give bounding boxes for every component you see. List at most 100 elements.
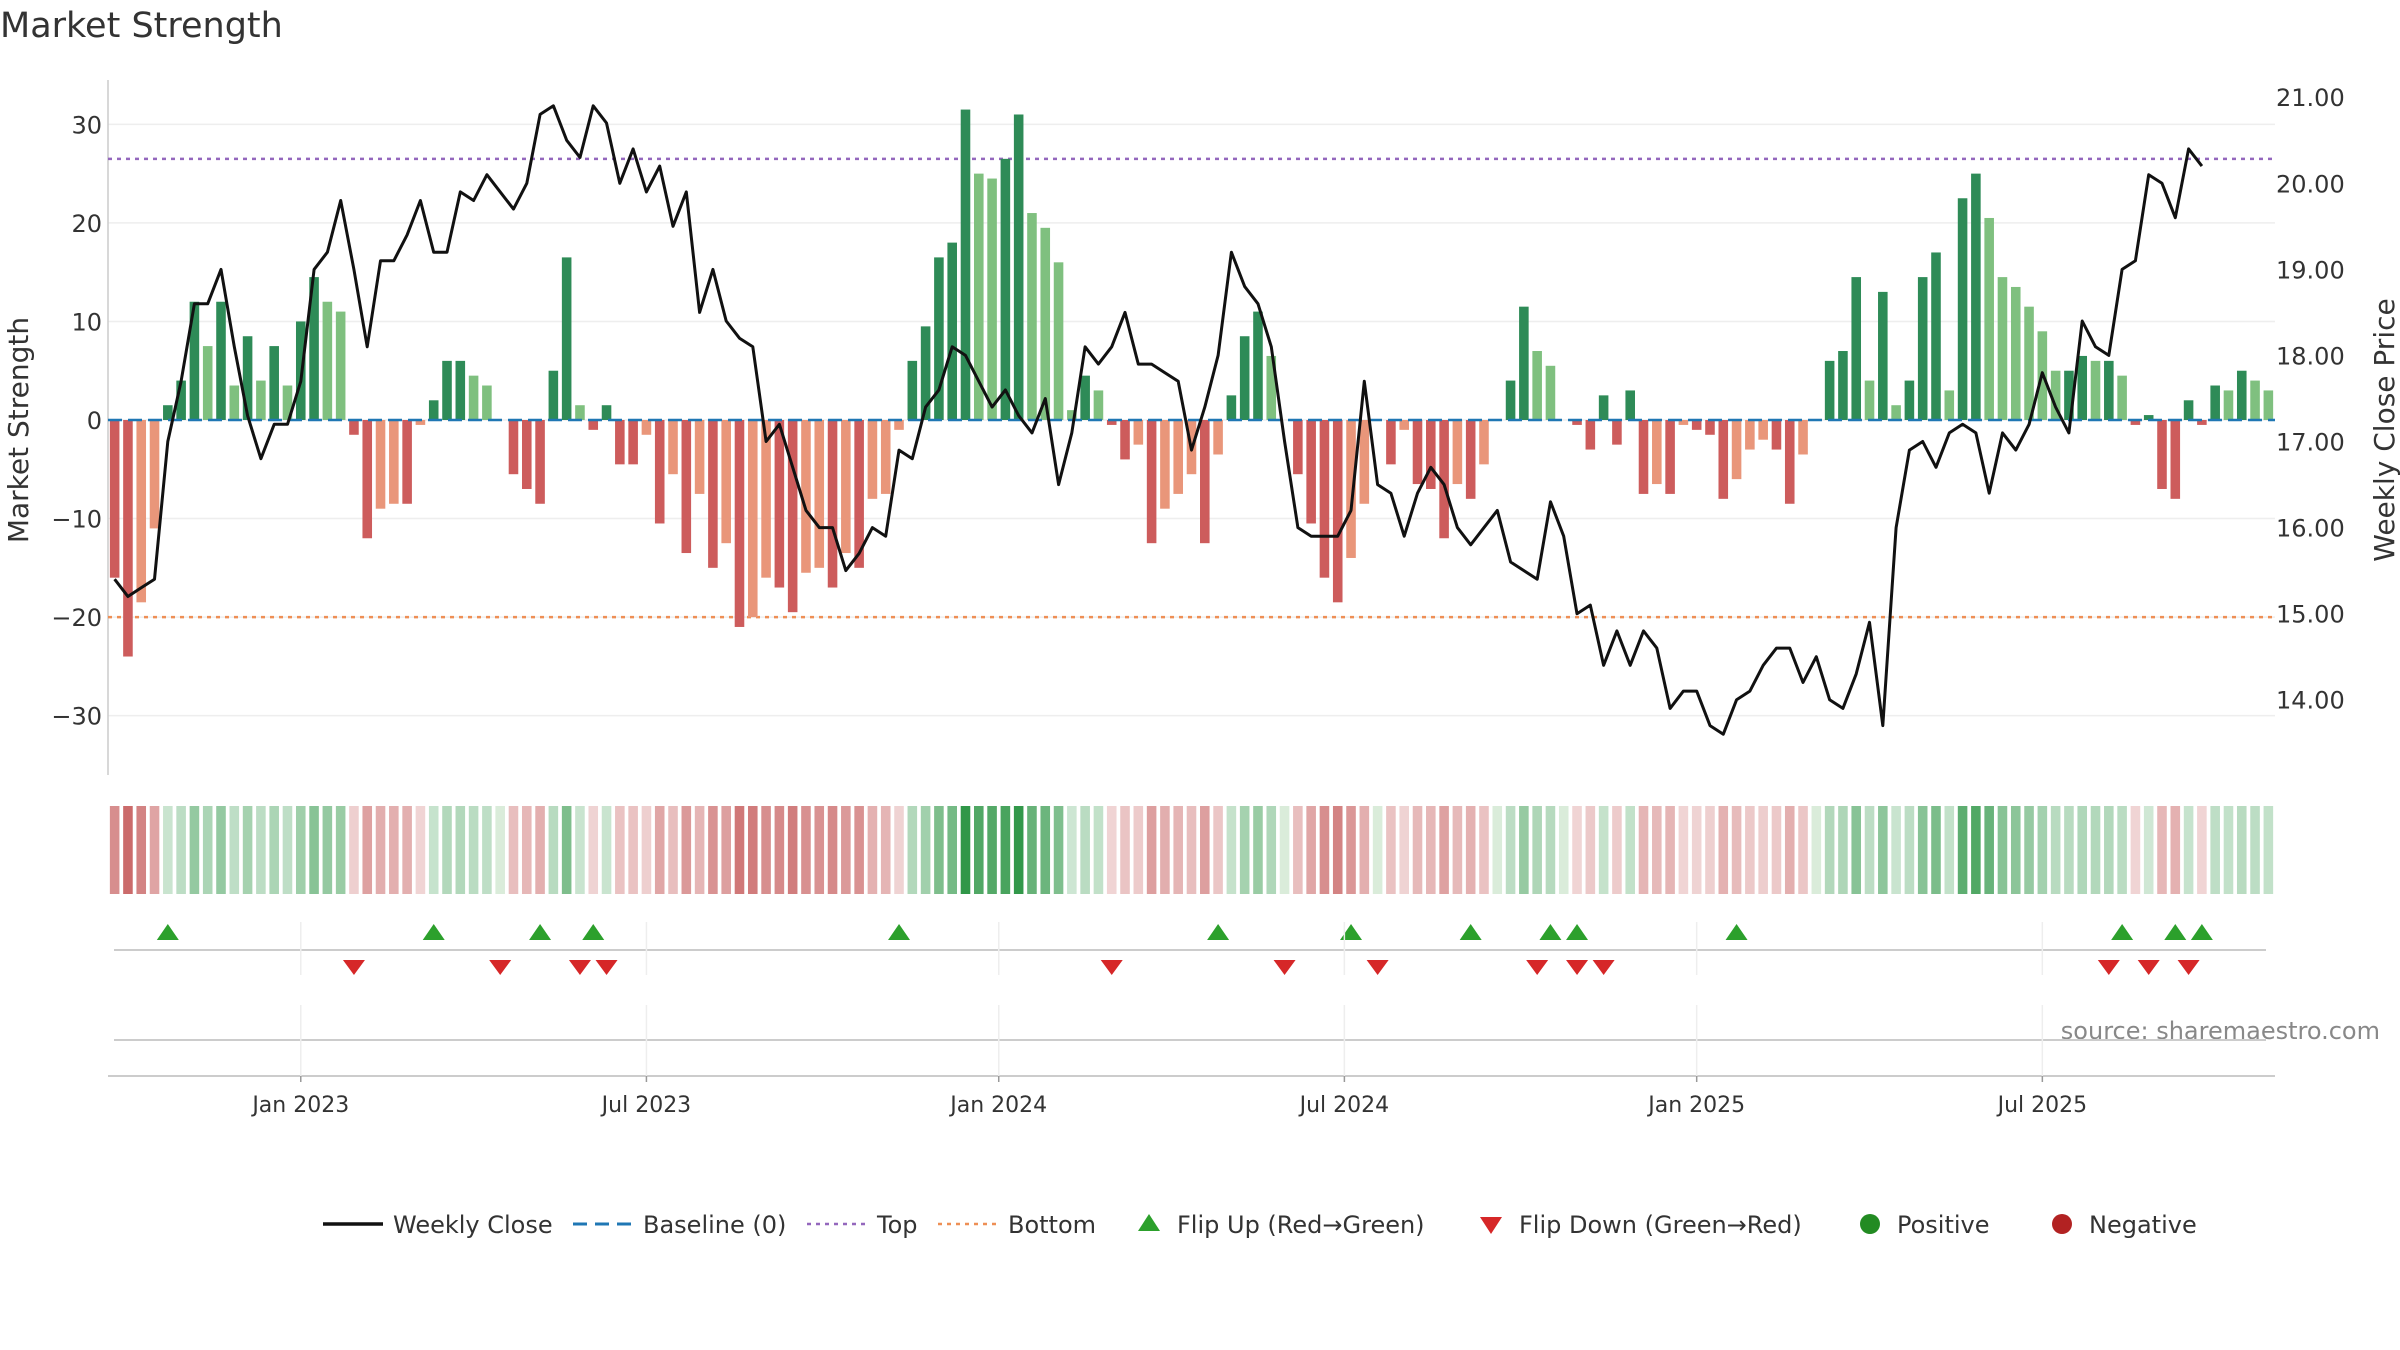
strength-bar bbox=[242, 336, 253, 420]
x-tick-label: Jul 2025 bbox=[1996, 1093, 2088, 1118]
heat-cell bbox=[389, 806, 399, 894]
strength-bar bbox=[1253, 311, 1263, 420]
heat-cell bbox=[1173, 806, 1183, 894]
heat-cell bbox=[1771, 806, 1782, 894]
heat-cell bbox=[1332, 806, 1343, 894]
legend-item-flip-up: Flip Up (Red→Green) bbox=[1138, 1211, 1425, 1239]
flip-down-marker bbox=[1366, 960, 1389, 975]
strength-bar bbox=[974, 173, 984, 420]
heat-cell bbox=[1957, 806, 1968, 894]
heat-cell bbox=[2236, 806, 2247, 894]
heat-cell bbox=[1239, 806, 1250, 894]
strength-bar bbox=[482, 385, 492, 420]
heat-cell bbox=[1053, 806, 1064, 894]
strength-bar bbox=[1120, 420, 1130, 460]
heat-cell bbox=[814, 806, 825, 894]
heat-cell bbox=[1013, 806, 1024, 894]
strength-bar bbox=[1293, 420, 1303, 475]
heat-cell bbox=[1226, 806, 1237, 894]
strength-bar bbox=[2090, 360, 2101, 420]
strength-bar bbox=[1000, 158, 1011, 420]
legend-item-negative: Negative bbox=[2052, 1211, 2197, 1239]
heat-cell bbox=[575, 806, 585, 894]
left-tick-label: −10 bbox=[51, 506, 102, 534]
heat-cell bbox=[1067, 806, 1077, 894]
strength-bar bbox=[1838, 351, 1848, 420]
heat-cell bbox=[362, 806, 373, 894]
strength-bar bbox=[2024, 306, 2034, 420]
flip-down-marker bbox=[2177, 960, 2200, 975]
heat-cell bbox=[1492, 806, 1503, 894]
heat-cell bbox=[1811, 806, 1822, 894]
heat-cell bbox=[1745, 806, 1755, 894]
flip-down-marker bbox=[342, 960, 365, 975]
flip-up-marker bbox=[1725, 924, 1748, 940]
legend-label: Bottom bbox=[1008, 1211, 1096, 1239]
heat-cell bbox=[708, 806, 718, 894]
strength-bar bbox=[309, 277, 319, 420]
heat-cell bbox=[1904, 806, 1915, 894]
strength-bar bbox=[841, 420, 851, 554]
strength-bar bbox=[1931, 252, 1941, 420]
strength-bar bbox=[1346, 420, 1356, 558]
strength-bar bbox=[2170, 420, 2181, 499]
strength-bar bbox=[960, 109, 971, 420]
flip-up-marker bbox=[888, 924, 911, 940]
strength-bar bbox=[1532, 351, 1542, 420]
flip-up-marker bbox=[582, 924, 605, 940]
heat-cell bbox=[1027, 806, 1037, 894]
heat-cell bbox=[880, 806, 891, 894]
strength-bar bbox=[442, 360, 452, 420]
strength-bar bbox=[428, 400, 439, 420]
strength-bar bbox=[1093, 390, 1104, 420]
heat-cell bbox=[2117, 806, 2127, 894]
strength-bar bbox=[575, 405, 585, 420]
weekly-close-line-layer bbox=[113, 104, 2204, 736]
strength-bar bbox=[455, 360, 466, 420]
heat-cell bbox=[1652, 806, 1662, 894]
strength-bar bbox=[1306, 420, 1316, 524]
heat-cell bbox=[535, 806, 545, 894]
heat-cell bbox=[2223, 806, 2234, 894]
flip-up-marker bbox=[422, 924, 445, 940]
heat-cell bbox=[1479, 806, 1489, 894]
heat-cell bbox=[1439, 806, 1449, 894]
heat-cell bbox=[974, 806, 984, 894]
right-tick-label: 15.00 bbox=[2276, 601, 2345, 629]
heat-cell bbox=[1319, 806, 1330, 894]
strength-bar bbox=[1652, 420, 1662, 485]
strength-bar bbox=[1984, 217, 1994, 420]
heat-cell bbox=[521, 806, 532, 894]
heat-cell bbox=[854, 806, 864, 894]
strength-bar bbox=[1771, 420, 1782, 450]
strength-bar bbox=[1226, 395, 1237, 420]
strength-bar bbox=[1758, 420, 1768, 440]
strength-bar bbox=[947, 242, 957, 420]
heat-cell bbox=[1997, 806, 2008, 894]
heat-cell bbox=[1465, 806, 1476, 894]
heat-cell bbox=[1878, 806, 1888, 894]
x-tick-label: Jan 2025 bbox=[1646, 1093, 1745, 1118]
heat-cell bbox=[136, 806, 147, 894]
strength-bar bbox=[1452, 420, 1463, 485]
flip-up-marker bbox=[1340, 924, 1363, 940]
flip-up-marker bbox=[1207, 924, 1230, 940]
right-tick-label: 21.00 bbox=[2276, 84, 2345, 112]
strength-bar bbox=[1319, 420, 1330, 578]
legend-swatch bbox=[2052, 1214, 2072, 1234]
strength-bar bbox=[109, 420, 120, 578]
legend-item-flip-down: Flip Down (Green→Red) bbox=[1480, 1211, 1802, 1239]
strength-bar bbox=[1146, 420, 1157, 544]
strength-bar bbox=[1944, 390, 1955, 420]
strength-bar bbox=[1426, 420, 1436, 489]
legend-label: Flip Up (Red→Green) bbox=[1177, 1211, 1425, 1239]
heat-cell bbox=[920, 806, 931, 894]
heat-cell bbox=[1665, 806, 1675, 894]
strength-bar bbox=[1160, 420, 1170, 509]
strength-bar bbox=[1824, 360, 1835, 420]
heat-cell bbox=[295, 806, 306, 894]
strength-bar bbox=[282, 385, 293, 420]
strength-bar bbox=[1106, 420, 1117, 425]
strength-bar bbox=[1718, 420, 1729, 499]
heat-cell bbox=[428, 806, 439, 894]
